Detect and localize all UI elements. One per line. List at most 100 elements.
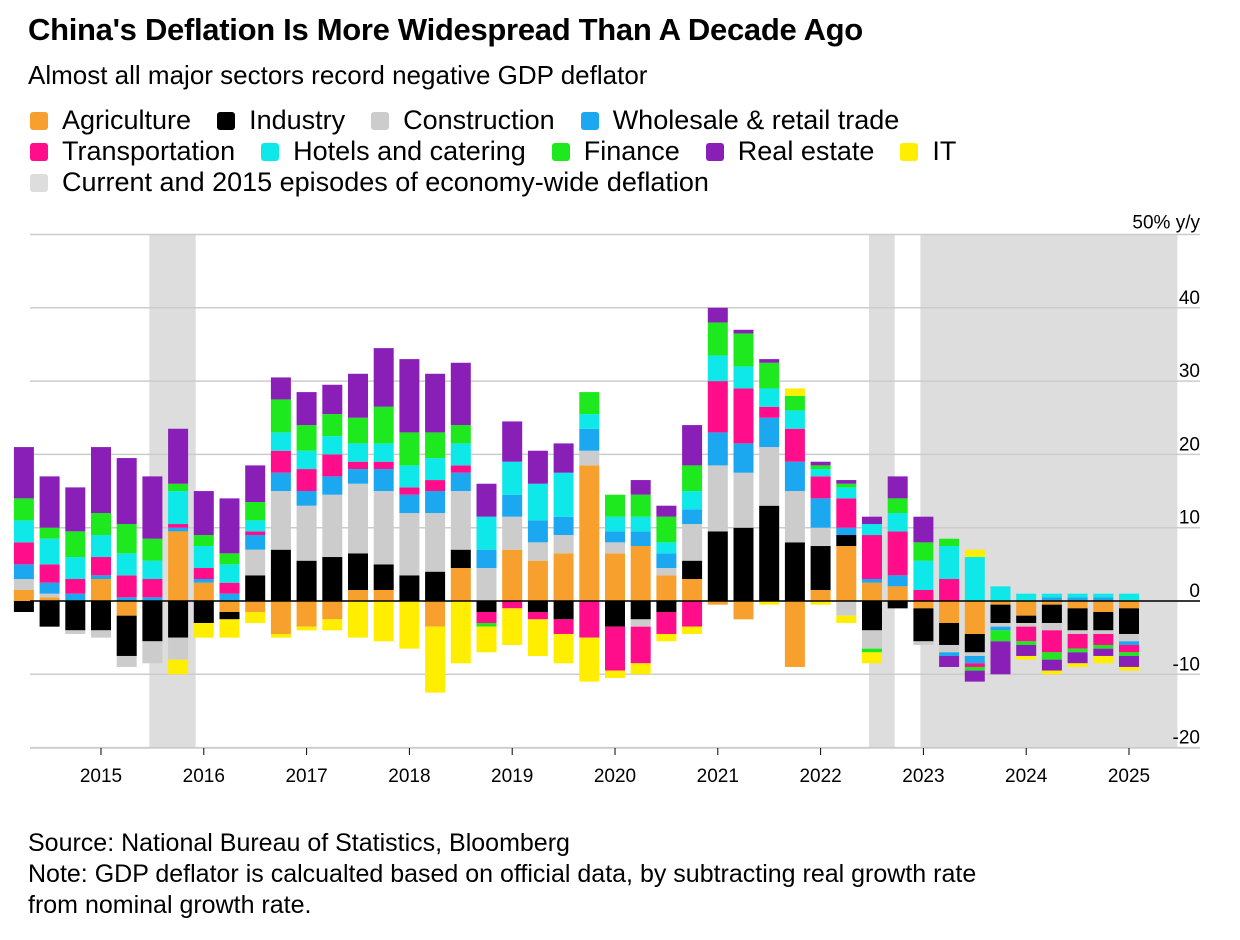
bar-segment-it [964, 549, 985, 558]
bar-segment-industry [1067, 608, 1088, 631]
bar-segment-industry [759, 505, 780, 601]
bar-segment-finance [1093, 644, 1114, 649]
bar-segment-wholesale-retail-trade [91, 575, 111, 580]
bar-segment-agriculture [425, 601, 446, 627]
bar-segment-construction [630, 619, 651, 627]
bar-segment-industry [810, 546, 831, 591]
bar-segment-agriculture [656, 575, 677, 601]
bar-segment-hotels-and-catering [373, 443, 394, 462]
bar-segment-real-estate [1093, 648, 1114, 656]
bar-segment-finance [1016, 641, 1037, 645]
bar-segment-agriculture [245, 601, 266, 612]
bar-segment-agriculture [219, 601, 240, 612]
legend-item-construction: Construction [371, 105, 555, 136]
bar-segment-transportation [1067, 633, 1088, 649]
legend-row-2: Transportation Hotels and catering Finan… [30, 136, 1210, 167]
bar-segment-construction [1093, 630, 1114, 634]
bar-segment-construction [1119, 633, 1139, 642]
bar-segment-wholesale-retail-trade [682, 509, 703, 525]
bar-segment-transportation [579, 601, 600, 638]
bar-segment-transportation [527, 611, 548, 620]
bar-segment-it [296, 626, 317, 631]
bar-segment-it [425, 626, 446, 693]
bar-segment-industry [1119, 608, 1139, 634]
bar-segment-agriculture [116, 601, 137, 616]
bar-segment-wholesale-retail-trade [142, 597, 163, 601]
bar-segment-agriculture [168, 531, 189, 601]
x-tick-label: 2024 [1005, 766, 1048, 787]
bar-segment-wholesale-retail-trade [733, 443, 754, 473]
legend-swatch [371, 111, 390, 130]
stacked-bar-chart: -20 -10 0 10 20 30 40 50% y/y 2015 2016 2017 2018 20… [13, 213, 1200, 787]
bar-segment-finance [810, 465, 831, 470]
bar-segment-real-estate [142, 476, 163, 539]
bar-segment-wholesale-retail-trade [296, 491, 317, 506]
bar-segment-it [373, 601, 394, 642]
bar-segment-finance [1041, 652, 1062, 660]
bar-segment-construction [1016, 622, 1037, 627]
bar-segment-construction [579, 450, 600, 466]
bar-segment-construction [245, 549, 266, 576]
bar-segment-real-estate [759, 359, 780, 363]
bar-segment-hotels-and-catering [91, 535, 111, 558]
bar-segment-industry [1093, 611, 1114, 631]
bar-segment-wholesale-retail-trade [168, 527, 189, 532]
bar-segment-agriculture [836, 546, 857, 601]
bar-segment-finance [373, 406, 394, 444]
bar-segment-industry [348, 553, 368, 591]
bar-segment-transportation [682, 601, 703, 627]
bar-segment-transportation [450, 465, 471, 473]
bar-segment-industry [630, 601, 651, 620]
bar-segment-transportation [245, 531, 266, 536]
bar-segment-finance [142, 538, 163, 561]
bar-segment-hotels-and-catering [1067, 593, 1088, 598]
bar-segment-finance [39, 527, 60, 539]
bar-segment-hotels-and-catering [913, 560, 934, 591]
bar-segment-hotels-and-catering [862, 524, 882, 536]
bar-segment-wholesale-retail-trade [964, 655, 985, 664]
bar-segment-wholesale-retail-trade [1041, 597, 1062, 601]
y-tick-label: -10 [1173, 654, 1200, 675]
bar-segment-real-estate [322, 384, 343, 415]
bar-segment-finance [682, 465, 703, 492]
bar-segment-transportation [836, 498, 857, 528]
bar-segment-wholesale-retail-trade [245, 535, 266, 550]
bar-segment-real-estate [939, 655, 960, 667]
y-tick-label: 10 [1179, 508, 1200, 529]
bar-segment-hotels-and-catering [270, 432, 291, 451]
bar-segment-transportation [13, 542, 34, 565]
bar-segment-wholesale-retail-trade [1093, 597, 1114, 601]
bar-segment-real-estate [1119, 655, 1139, 667]
bar-segment-finance [579, 392, 600, 415]
bar-segment-hotels-and-catering [450, 443, 471, 466]
bar-segment-real-estate [630, 480, 651, 495]
bar-segment-industry [450, 549, 471, 569]
bar-segment-finance [91, 513, 111, 536]
bar-segment-finance [476, 622, 497, 627]
legend-label: Transportation [62, 136, 236, 166]
bar-segment-transportation [887, 531, 908, 576]
bar-segment-industry [270, 549, 291, 601]
legend-row-3: Current and 2015 episodes of economy-wid… [30, 167, 1210, 198]
y-tick-label: 0 [1189, 581, 1200, 602]
bar-segment-industry [862, 601, 882, 631]
legend-label: Finance [583, 136, 680, 166]
bar-segment-construction [1067, 630, 1088, 634]
bar-segment-agriculture [630, 546, 651, 601]
bar-segment-it [836, 615, 857, 623]
bar-segment-wholesale-retail-trade [784, 461, 805, 492]
method-note-line-2: from nominal growth rate. [28, 891, 312, 919]
bar-segment-agriculture [682, 579, 703, 601]
bar-segment-industry [168, 601, 189, 638]
bar-segment-hotels-and-catering [1093, 593, 1114, 598]
legend-swatch [30, 173, 48, 192]
legend-item-industry: Industry [217, 105, 345, 136]
bar-segment-wholesale-retail-trade [810, 498, 831, 528]
bar-segment-transportation [1016, 626, 1037, 642]
bar-segment-construction [476, 568, 497, 601]
bar-segment-agriculture [553, 553, 574, 601]
bar-segment-construction [784, 491, 805, 543]
bar-segment-industry [39, 601, 60, 627]
bar-segment-finance [836, 483, 857, 488]
bar-segment-industry [1016, 615, 1037, 623]
